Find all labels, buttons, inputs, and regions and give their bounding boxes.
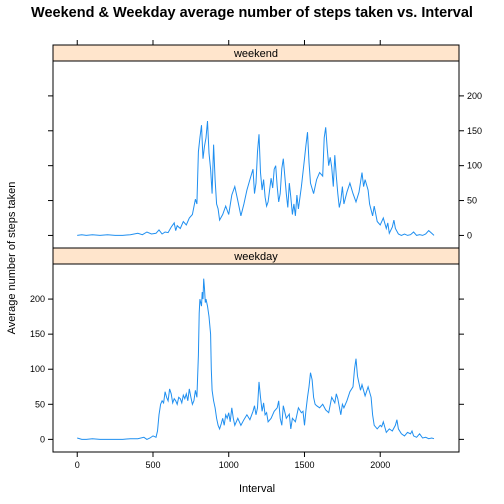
- y-tick-label-weekday-100: 100: [30, 364, 45, 374]
- series-line-weekend: [77, 121, 434, 235]
- chart-title: Weekend & Weekday average number of step…: [31, 5, 473, 21]
- y-tick-label-weekend-0: 0: [467, 230, 472, 240]
- strip-label-weekend: weekend: [233, 48, 278, 60]
- y-axis-label: Average number of steps taken: [6, 182, 18, 335]
- x-tick-label-1500: 1500: [294, 460, 314, 470]
- panel-frame-weekday: [53, 264, 459, 452]
- panel-frame-weekend: [53, 61, 459, 248]
- panel-weekday: weekday 0 50 100 150 200: [30, 248, 464, 452]
- strip-label-weekday: weekday: [233, 251, 278, 263]
- x-tick-label-0: 0: [75, 460, 80, 470]
- y-tick-label-weekday-0: 0: [40, 434, 45, 444]
- y-tick-label-weekday-150: 150: [30, 329, 45, 339]
- panel-weekend: weekend 0 50 100 150 200: [48, 45, 482, 248]
- y-tick-label-weekend-150: 150: [467, 126, 482, 136]
- series-line-weekday: [77, 279, 434, 440]
- x-tick-label-1000: 1000: [219, 460, 239, 470]
- y-tick-label-weekend-50: 50: [467, 196, 477, 206]
- y-tick-label-weekday-200: 200: [30, 294, 45, 304]
- y-tick-label-weekend-200: 200: [467, 91, 482, 101]
- x-axis-label: Interval: [239, 483, 275, 495]
- x-tick-label-500: 500: [145, 460, 160, 470]
- x-tick-label-2000: 2000: [370, 460, 390, 470]
- y-tick-label-weekend-100: 100: [467, 161, 482, 171]
- y-tick-label-weekday-50: 50: [35, 399, 45, 409]
